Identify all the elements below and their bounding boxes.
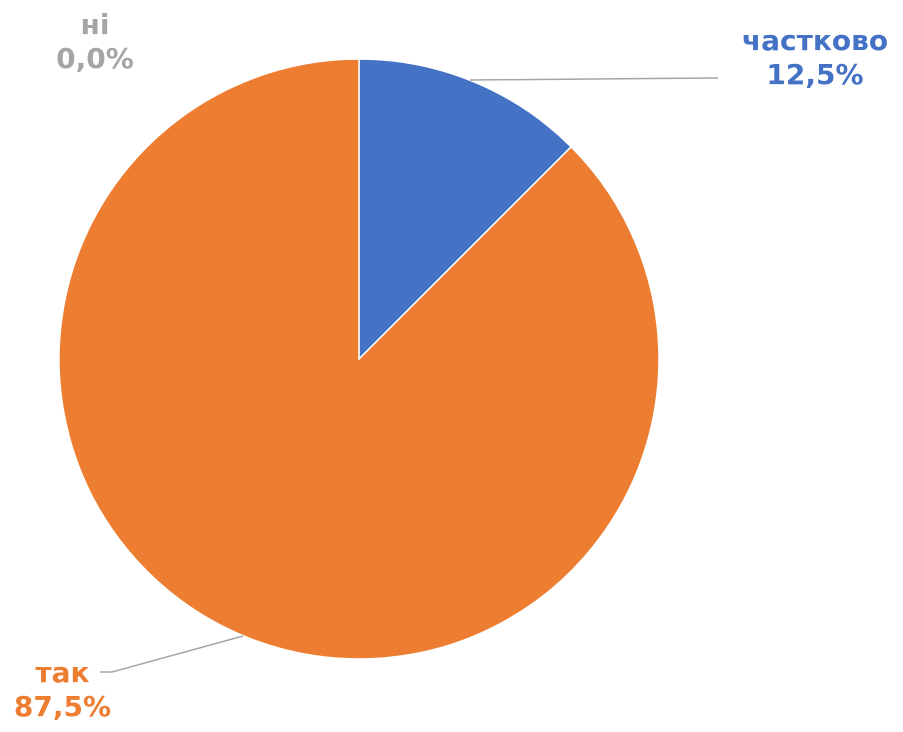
data-label-chastkovo: частково 12,5% [730, 24, 900, 92]
data-label-tak: так 87,5% [0, 656, 125, 724]
slice-value-tak: 87,5% [13, 690, 112, 723]
pie-slice-chastkovo [358, 58, 573, 361]
data-label-ni: ні 0,0% [25, 8, 165, 76]
slice-label-chastkovo: частково [741, 24, 889, 57]
slice-label-tak: так [35, 656, 90, 689]
slice-label-ni: ні [80, 8, 110, 41]
leader-line-tak [100, 635, 244, 673]
slice-value-chastkovo: 12,5% [766, 58, 864, 91]
leader-line-chastkovo [469, 77, 719, 81]
pie-slice-tak [58, 58, 660, 660]
slice-value-ni: 0,0% [56, 42, 134, 75]
